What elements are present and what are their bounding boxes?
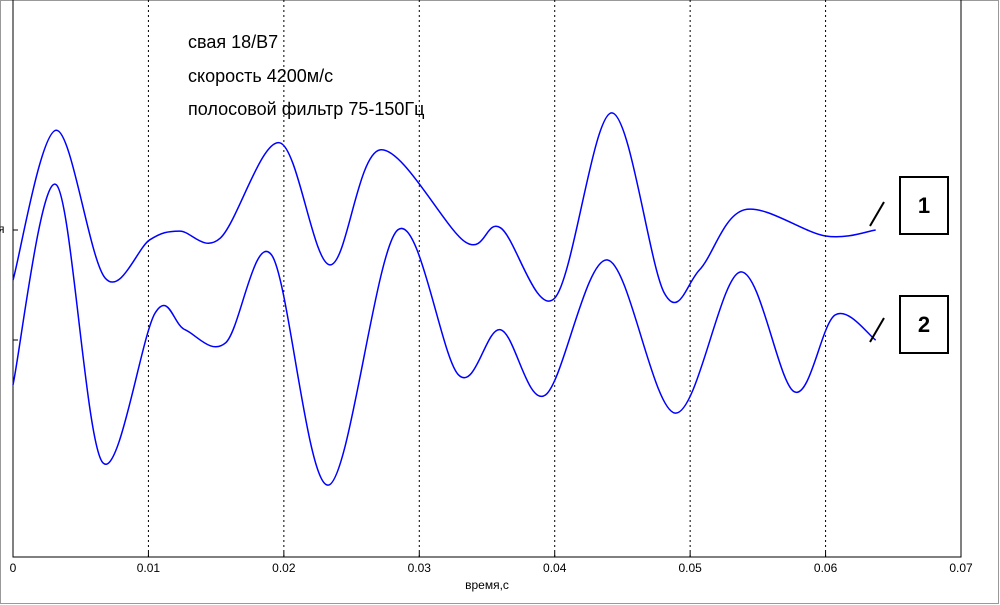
x-tick-label: 0: [10, 561, 17, 575]
legend-box: [899, 295, 949, 354]
annotation: свая 18/B7: [188, 32, 278, 52]
trace: [12, 112, 876, 304]
pointer: [869, 317, 885, 343]
pointer: [869, 201, 885, 227]
legend-label: 2: [918, 312, 930, 337]
x-tick-label: 0.06: [814, 561, 838, 575]
legend-box: [899, 176, 949, 235]
y-label-fragment: я: [0, 222, 5, 236]
legend-label: 1: [918, 193, 930, 218]
x-axis-label: время,с: [465, 578, 509, 592]
x-tick-label: 0.01: [137, 561, 161, 575]
annotation: скорость 4200м/с: [188, 66, 333, 86]
trace: [12, 183, 877, 486]
x-tick-label: 0.05: [678, 561, 702, 575]
x-tick-label: 0.04: [543, 561, 567, 575]
x-tick-label: 0.03: [408, 561, 432, 575]
annotation: полосовой фильтр 75-150Гц: [188, 99, 424, 119]
x-tick-label: 0.07: [949, 561, 973, 575]
x-tick-label: 0.02: [272, 561, 296, 575]
plot-frame: [12, 0, 962, 558]
